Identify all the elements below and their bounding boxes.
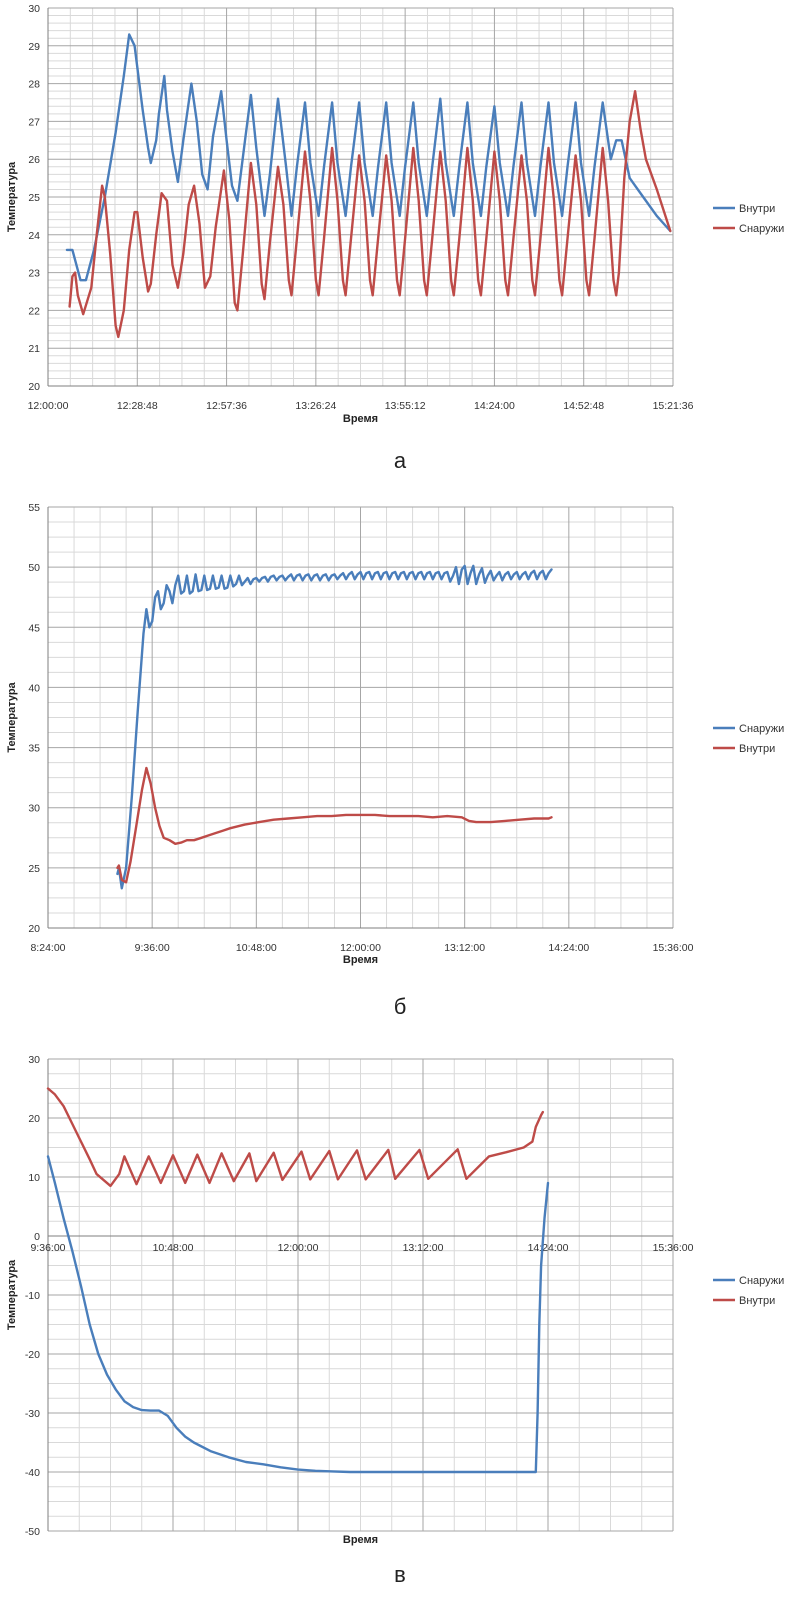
x-tick-label: 13:26:24 bbox=[295, 400, 336, 412]
x-tick-label: 13:12:00 bbox=[403, 1242, 444, 1254]
x-tick-label: 14:24:00 bbox=[474, 400, 515, 412]
legend-label: Снаружи bbox=[739, 723, 784, 735]
y-axis-title: Температура bbox=[6, 161, 18, 232]
y-tick-label: -40 bbox=[25, 1467, 40, 1479]
x-tick-label: 10:48:00 bbox=[236, 942, 277, 954]
x-tick-label: 15:36:00 bbox=[653, 942, 694, 954]
grid bbox=[47, 506, 674, 929]
y-tick-label: 20 bbox=[28, 381, 40, 393]
y-tick-label: 35 bbox=[28, 743, 40, 755]
x-tick-label: 14:52:48 bbox=[563, 400, 604, 412]
x-tick-label: 8:24:00 bbox=[30, 942, 65, 954]
x-tick-label: 13:55:12 bbox=[385, 400, 426, 412]
x-tick-label: 15:21:36 bbox=[653, 400, 694, 412]
series-line-1 bbox=[65, 33, 672, 282]
y-tick-label: 40 bbox=[28, 682, 40, 694]
y-tick-label: 30 bbox=[28, 803, 40, 815]
y-tick-label: 24 bbox=[28, 230, 40, 242]
legend: Внутри Снаружи bbox=[713, 203, 784, 235]
y-tick-label: -30 bbox=[25, 1408, 40, 1420]
series-line-2 bbox=[116, 766, 553, 884]
series-line-2 bbox=[46, 1087, 544, 1188]
x-tick-label: 14:24:00 bbox=[548, 942, 589, 954]
x-tick-label: 12:28:48 bbox=[117, 400, 158, 412]
y-tick-label: 25 bbox=[28, 863, 40, 875]
y-tick-label: 26 bbox=[28, 154, 40, 166]
x-tick-label: 9:36:00 bbox=[30, 1242, 65, 1254]
x-tick-label: 15:36:00 bbox=[653, 1242, 694, 1254]
y-tick-label: 50 bbox=[28, 562, 40, 574]
x-tick-label: 12:00:00 bbox=[340, 942, 381, 954]
legend-label: Снаружи bbox=[739, 223, 784, 235]
legend: Снаружи Внутри bbox=[713, 723, 784, 755]
x-tick-label: 9:36:00 bbox=[135, 942, 170, 954]
y-tick-label: 10 bbox=[28, 1172, 40, 1184]
x-tick-label: 12:57:36 bbox=[206, 400, 247, 412]
series-line-1 bbox=[46, 1155, 550, 1474]
y-tick-label: 25 bbox=[28, 192, 40, 204]
legend-label: Снаружи bbox=[739, 1275, 784, 1287]
chart-caption-a: а bbox=[393, 448, 407, 473]
grid bbox=[47, 1058, 674, 1532]
y-tick-label: 55 bbox=[28, 502, 40, 514]
x-tick-label: 14:24:00 bbox=[528, 1242, 569, 1254]
temperature-chart-c: -50 -40 -30 -20 -10 0 10 20 30 9:36:00 10:48:00 12:… bbox=[6, 1054, 784, 1546]
legend: Снаружи Внутри bbox=[713, 1275, 784, 1307]
grid bbox=[47, 7, 674, 387]
y-tick-label: 28 bbox=[28, 79, 40, 91]
legend-label: Внутри bbox=[739, 203, 775, 215]
y-tick-label: 0 bbox=[34, 1231, 40, 1243]
chart-panel-b: 20 25 30 35 40 45 50 55 8:24:00 9:36:00 10:48:00 12… bbox=[0, 497, 800, 1027]
chart-caption-c: в bbox=[394, 1562, 406, 1587]
chart-caption-b: б bbox=[393, 994, 407, 1019]
x-axis-title: Время bbox=[343, 413, 378, 425]
y-axis-title: Температура bbox=[6, 1259, 18, 1330]
y-tick-label: 27 bbox=[28, 116, 40, 128]
x-axis-title: Время bbox=[343, 1534, 378, 1546]
y-axis-title: Температура bbox=[6, 681, 18, 752]
y-tick-label: -50 bbox=[25, 1526, 40, 1538]
chart-panel-c: -50 -40 -30 -20 -10 0 10 20 30 9:36:00 10:48:00 12:… bbox=[0, 1050, 800, 1602]
y-tick-label: 22 bbox=[28, 305, 40, 317]
y-tick-label: 29 bbox=[28, 41, 40, 53]
y-tick-label: 23 bbox=[28, 268, 40, 280]
y-tick-label: -20 bbox=[25, 1349, 40, 1361]
series-line-1 bbox=[116, 564, 553, 890]
x-tick-label: 13:12:00 bbox=[444, 942, 485, 954]
y-tick-label: 21 bbox=[28, 343, 40, 355]
y-tick-label: 20 bbox=[28, 1113, 40, 1125]
y-tick-label: 20 bbox=[28, 923, 40, 935]
temperature-chart-a: 20 21 22 23 24 25 26 27 28 29 30 12:00:00 12:28:48 12… bbox=[6, 3, 784, 425]
series-line-2 bbox=[68, 90, 672, 339]
y-tick-label: 30 bbox=[28, 3, 40, 15]
y-tick-label: -10 bbox=[25, 1290, 40, 1302]
y-tick-label: 45 bbox=[28, 622, 40, 634]
x-tick-label: 12:00:00 bbox=[278, 1242, 319, 1254]
x-axis-title: Время bbox=[343, 954, 378, 966]
legend-label: Внутри bbox=[739, 743, 775, 755]
legend-label: Внутри bbox=[739, 1295, 775, 1307]
x-tick-label: 10:48:00 bbox=[153, 1242, 194, 1254]
y-tick-label: 30 bbox=[28, 1054, 40, 1066]
temperature-chart-b: 20 25 30 35 40 45 50 55 8:24:00 9:36:00 10:48:00 12… bbox=[6, 502, 784, 966]
chart-panel-a: 20 21 22 23 24 25 26 27 28 29 30 12:00:00 12:28:48 12… bbox=[0, 0, 800, 480]
x-tick-label: 12:00:00 bbox=[28, 400, 69, 412]
